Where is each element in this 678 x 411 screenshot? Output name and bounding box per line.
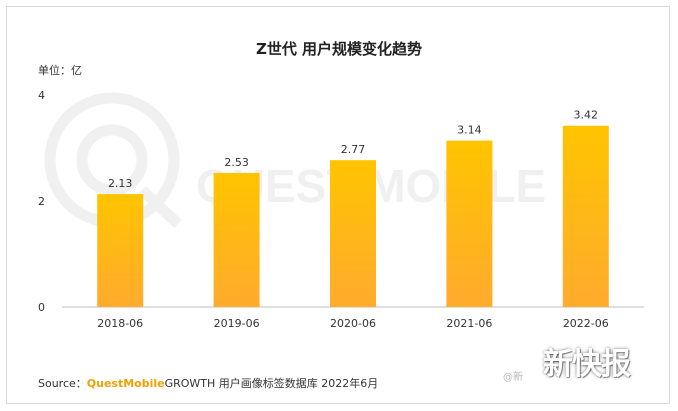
bar xyxy=(97,194,144,307)
bar xyxy=(446,140,493,307)
source-brand: QuestMobile xyxy=(86,377,165,390)
bar xyxy=(213,172,260,307)
bar xyxy=(330,160,376,307)
y-tick-label: 0 xyxy=(38,301,45,314)
data-label: 2.53 xyxy=(224,156,249,169)
newspaper-stamp: 新快报 xyxy=(543,347,631,382)
data-label: 3.42 xyxy=(574,109,599,122)
x-tick-label: 2018-06 xyxy=(97,317,143,330)
source-prefix: Source： xyxy=(38,377,87,390)
x-tick-label: 2022-06 xyxy=(563,317,609,330)
x-tick-label: 2020-06 xyxy=(330,317,376,330)
chart-title: Z世代 用户规模变化趋势 xyxy=(255,40,423,58)
data-label: 2.77 xyxy=(341,143,366,156)
y-tick-label: 2 xyxy=(38,195,45,208)
unit-label: 单位：亿 xyxy=(38,64,82,77)
y-tick-label: 4 xyxy=(38,89,45,102)
weibo-mark: @新 xyxy=(503,372,523,383)
source-note: Source：QuestMobileGROWTH 用户画像标签数据库 2022年… xyxy=(38,375,378,391)
bar xyxy=(562,125,609,308)
x-tick-label: 2019-06 xyxy=(214,317,260,330)
data-label: 3.14 xyxy=(457,124,482,137)
source-text: GROWTH 用户画像标签数据库 2022年6月 xyxy=(164,377,379,390)
data-label: 2.13 xyxy=(108,177,133,190)
x-tick-label: 2021-06 xyxy=(446,317,492,330)
